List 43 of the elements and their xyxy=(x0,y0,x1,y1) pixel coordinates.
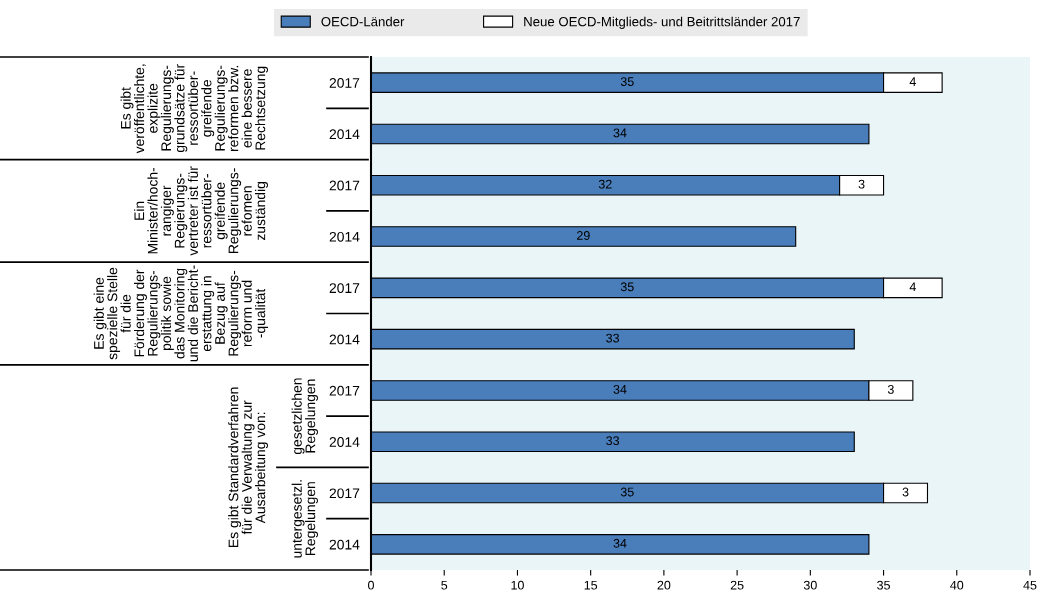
data-label: 3 xyxy=(887,384,894,394)
legend-label: Neue OECD-Mitglieds- und Beitrittsländer 2017 xyxy=(524,16,800,29)
data-label: 33 xyxy=(606,333,620,343)
data-label: 35 xyxy=(620,282,634,292)
data-label: 34 xyxy=(613,538,627,548)
data-label: 3 xyxy=(858,179,865,189)
data-label: 29 xyxy=(577,231,590,240)
y-tick-label: 2017 xyxy=(329,283,360,294)
x-tick-label: 15 xyxy=(584,580,598,590)
y-tick-label: 2014 xyxy=(329,129,360,140)
x-tick-label: 0 xyxy=(368,580,374,590)
y-tick-label: 2017 xyxy=(329,77,360,88)
data-label: 4 xyxy=(909,77,916,86)
data-label: 3 xyxy=(902,487,909,497)
text: Ein Minister/hoch- rangiger Regierungs- vertreter ist für ressortüber- greifende Regulierungs- refomen zuständig xyxy=(134,166,268,256)
text: Es gibt veröffentlichte, explizite Regulierungs- grundsätze für ressortüber- greifende Regulierungs- reformen bzw. eine bessere Rechtsetzung xyxy=(120,64,268,154)
x-tick-label: 30 xyxy=(803,580,817,590)
data-label: 4 xyxy=(909,282,916,292)
x-tick-label: 10 xyxy=(511,580,524,590)
y-tick-label: 2014 xyxy=(329,539,360,550)
y-tick-label: 2017 xyxy=(329,180,360,191)
y-tick-label: 2014 xyxy=(329,437,360,447)
data-label: 35 xyxy=(620,77,634,87)
legend-label: OECD-Länder xyxy=(321,16,405,27)
x-tick-label: 45 xyxy=(1023,580,1037,590)
text: untergesetzl. Regelungen xyxy=(291,480,318,558)
y-tick-label: 2017 xyxy=(329,488,360,499)
x-tick-label: 20 xyxy=(657,580,671,590)
text: Es gibt eine spezielle Stelle für die Förderung der Regulierungs- politik sowie das Monitoring und die Bericht- erstattung in Bezug auf Regulierungs- reform und -qualität xyxy=(93,265,268,362)
data-label: 32 xyxy=(598,179,612,189)
x-tick-label: 25 xyxy=(730,580,744,590)
y-tick-label: 2014 xyxy=(329,334,360,345)
text: Es gibt Standardverfahren für die Verwaltung zur Ausarbeitung von: xyxy=(228,387,268,547)
text: gesetzlichen Regelungen xyxy=(291,378,318,455)
data-label: 33 xyxy=(606,436,620,446)
data-label: 35 xyxy=(620,487,634,497)
y-tick-label: 2014 xyxy=(329,231,360,242)
x-tick-label: 35 xyxy=(877,580,890,590)
x-tick-label: 40 xyxy=(950,580,964,590)
data-label: 34 xyxy=(613,128,627,138)
x-tick-label: 5 xyxy=(441,580,448,590)
y-tick-label: 2017 xyxy=(329,385,360,396)
data-label: 34 xyxy=(613,384,627,394)
